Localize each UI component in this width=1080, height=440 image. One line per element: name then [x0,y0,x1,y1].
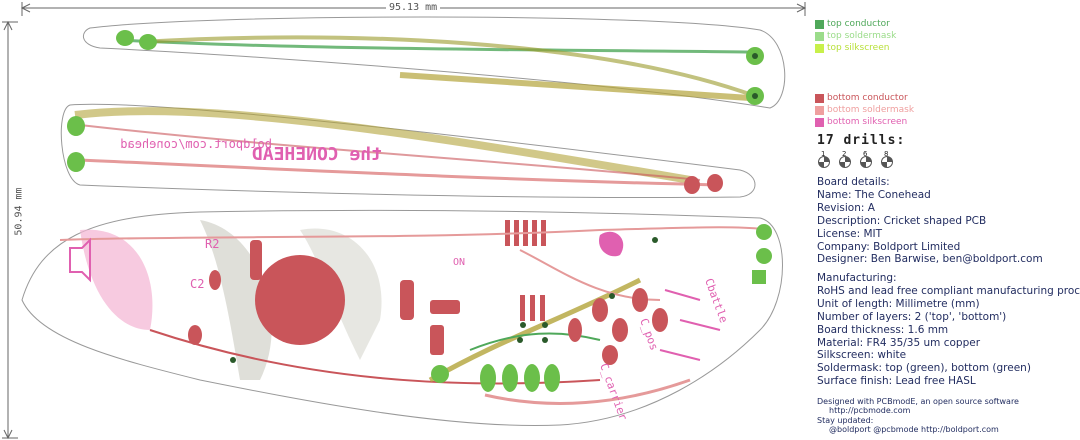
silk-url-text: boldport.com/conehead [120,137,272,151]
manufacturing-soldermask: Soldermask: top (green), bottom (green) [817,362,1031,375]
manufacturing-unit: Unit of length: Millimetre (mm) [817,297,980,310]
details-heading: Board details: [817,176,890,188]
manufacturing-material: Material: FR4 35/35 um copper [817,336,981,349]
manufacturing-heading: Manufacturing: [817,272,897,284]
swatch-top-silkscreen [815,43,824,53]
details-description: Description: Cricket shaped PCB [817,214,987,227]
legend-top: top conductor top soldermask top silkscr… [815,18,896,54]
silk-label-c2: C2 [190,277,204,291]
manufacturing-finish: Surface finish: Lead free HASL [817,375,976,388]
silk-name-text: the CONEHEAD [252,144,382,165]
swatch-bottom-conductor [815,93,824,103]
manufacturing-details: Manufacturing: RoHS and lead free compli… [817,272,1080,388]
drill-size-icons: 1 2 6 8 [817,150,894,168]
manufacturing-process: RoHS and lead free compliant manufacturi… [817,284,1080,297]
drill-icon: 2 [838,150,852,168]
legend-item-bottom-conductor: bottom conductor [815,92,914,104]
details-license: License: MIT [817,227,883,240]
swatch-bottom-silkscreen [815,117,824,127]
footer-designed-with: Designed with PCBmodE, an open source so… [817,397,1019,406]
legend-bottom: bottom conductor bottom soldermask botto… [815,92,914,128]
swatch-top-soldermask [815,31,824,41]
legend-label: bottom silkscreen [827,117,908,127]
drill-icon: 1 [817,150,831,168]
swatch-top-conductor [815,19,824,29]
footer-pcbmode-link[interactable]: http://pcbmode.com [829,406,911,416]
footer-social-links[interactable]: @boldport @pcbmode http://boldport.com [829,425,999,435]
manufacturing-silkscreen: Silkscreen: white [817,349,907,362]
footer-stay-updated: Stay updated: [817,415,874,425]
details-name: Name: The Conehead [817,188,931,201]
details-company: Company: Boldport Limited [817,240,961,253]
legend-item-top-conductor: top conductor [815,18,896,30]
silk-label-r2: R2 [205,237,219,251]
footer-info: Designed with PCBmodE, an open source so… [817,397,1019,435]
legend-item-bottom-soldermask: bottom soldermask [815,104,914,116]
board-leg-middle [60,103,756,199]
swatch-bottom-soldermask [815,105,824,115]
silk-label-on: ON [453,257,465,268]
legend-label: top soldermask [827,31,897,41]
width-dimension-label: 95.13 mm [386,2,441,13]
legend-label: top silkscreen [827,43,890,53]
manufacturing-layers: Number of layers: 2 ('top', 'bottom') [817,310,1007,323]
drills-title: 17 drills: [817,133,906,148]
legend-label: bottom conductor [827,93,908,103]
legend-item-top-silkscreen: top silkscreen [815,42,896,54]
details-revision: Revision: A [817,201,875,214]
details-designer: Designer: Ben Barwise, ben@boldport.com [817,253,1043,266]
legend-label: bottom soldermask [827,105,915,115]
board-antenna-top [82,16,786,109]
board-main-body [21,209,783,426]
legend-item-bottom-silkscreen: bottom silkscreen [815,116,914,128]
height-dimension-label: 50.94 mm [13,184,25,239]
drill-icon: 8 [880,150,894,168]
manufacturing-thickness: Board thickness: 1.6 mm [817,323,949,336]
legend-label: top conductor [827,19,890,29]
board-details: Board details: Name: The Conehead Revisi… [817,176,1043,266]
legend-item-top-soldermask: top soldermask [815,30,896,42]
drill-icon: 6 [859,150,873,168]
